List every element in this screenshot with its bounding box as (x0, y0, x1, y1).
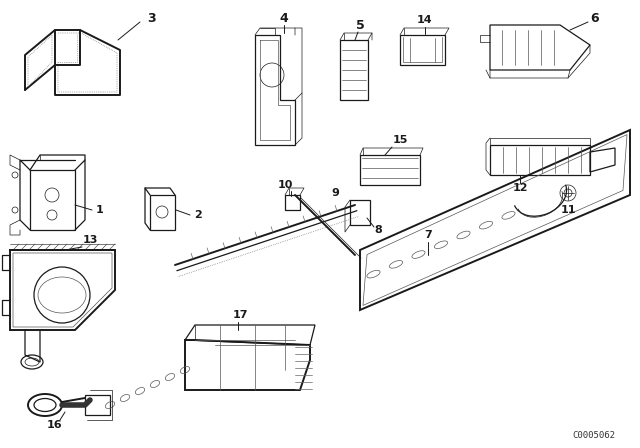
Text: 17: 17 (232, 310, 248, 320)
Text: 3: 3 (148, 12, 156, 25)
Text: 8: 8 (374, 225, 382, 235)
Text: 12: 12 (512, 183, 528, 193)
Text: 14: 14 (417, 15, 433, 25)
Text: 1: 1 (96, 205, 104, 215)
Text: 16: 16 (47, 420, 63, 430)
Text: 2: 2 (194, 210, 202, 220)
Text: 10: 10 (277, 180, 292, 190)
Text: 13: 13 (83, 235, 98, 245)
Text: 7: 7 (424, 230, 432, 240)
Text: 4: 4 (280, 12, 289, 25)
Text: 6: 6 (591, 12, 599, 25)
Text: 9: 9 (331, 188, 339, 198)
Text: 11: 11 (560, 205, 576, 215)
Text: C0005062: C0005062 (572, 431, 615, 440)
Text: 5: 5 (356, 18, 364, 31)
Text: 15: 15 (392, 135, 408, 145)
